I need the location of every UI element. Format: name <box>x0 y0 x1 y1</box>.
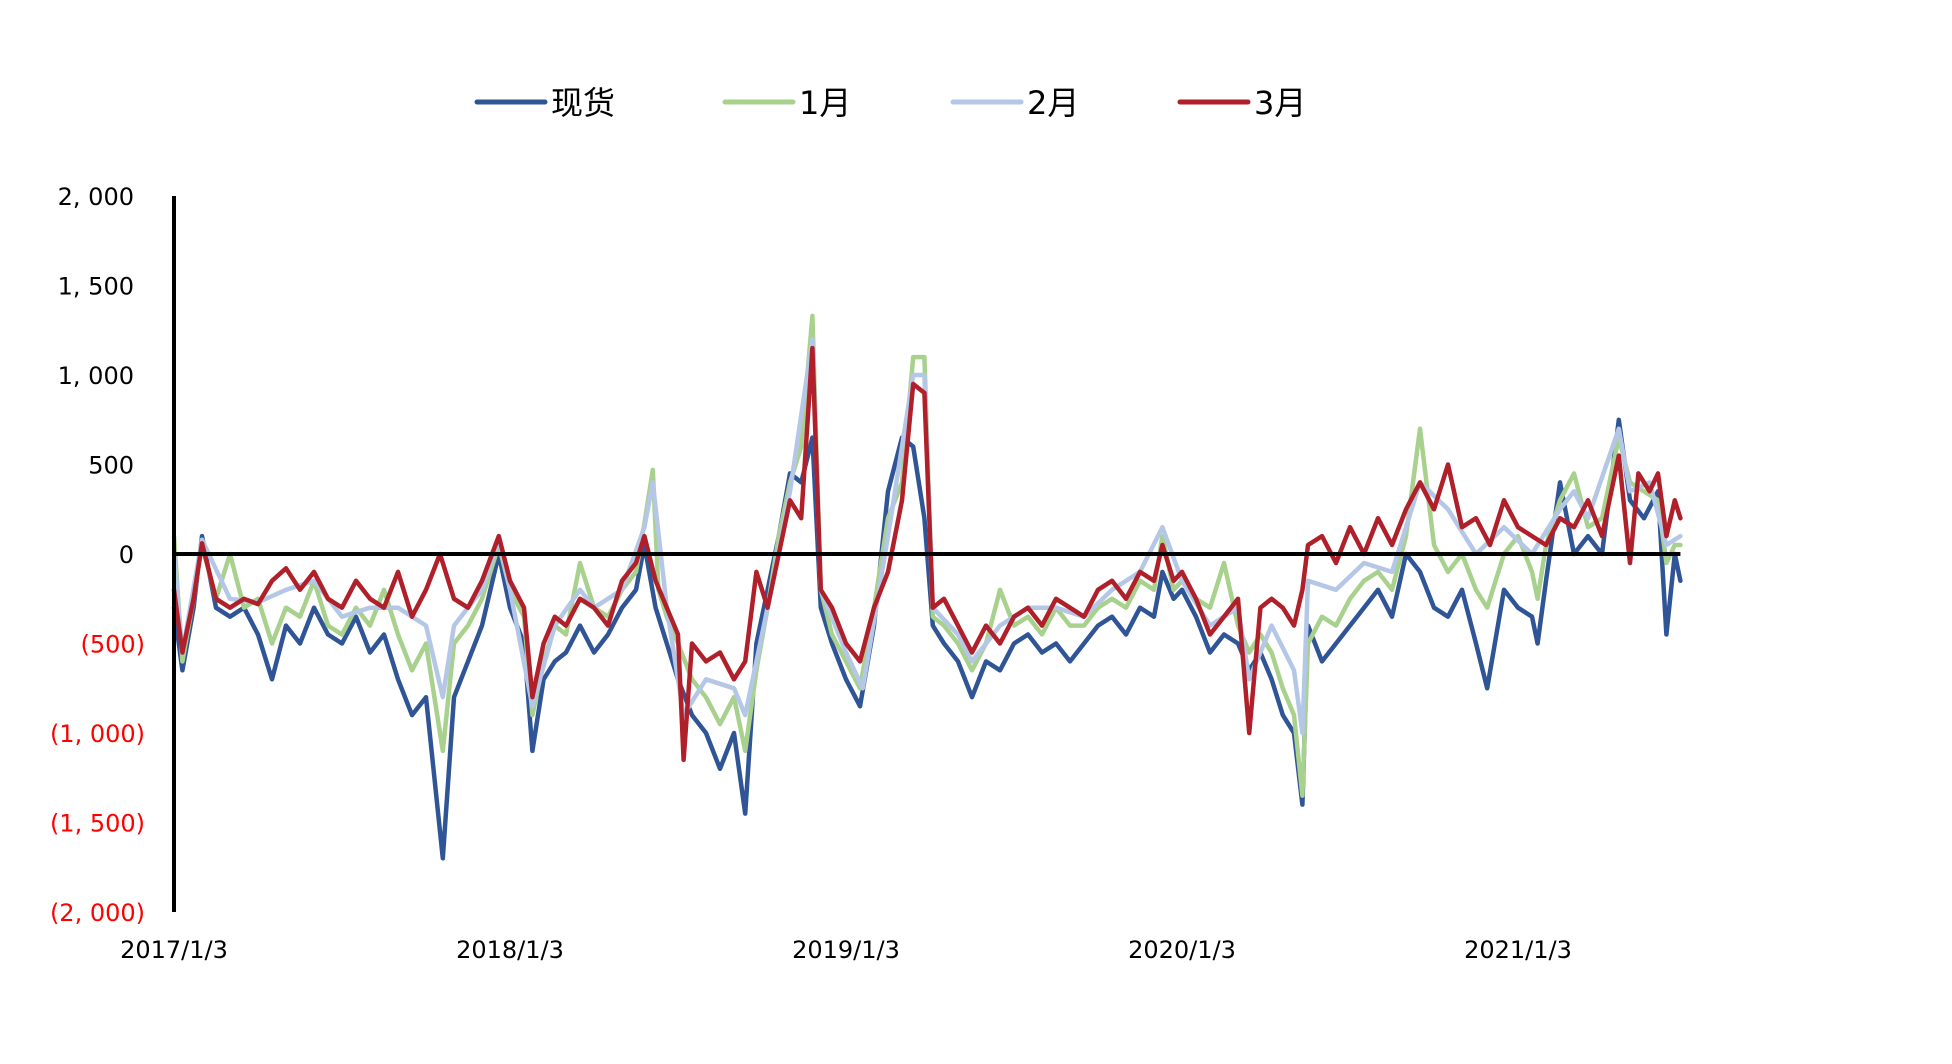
y-tick-label: 1, 500 <box>58 273 134 301</box>
x-tick-label: 2018/1/3 <box>456 936 564 964</box>
legend-label: 3月 <box>1254 84 1306 122</box>
y-tick-label: (2, 000) <box>50 899 145 927</box>
x-tick-label: 2020/1/3 <box>1128 936 1236 964</box>
legend-item: 2月 <box>950 84 1079 122</box>
legend-label: 2月 <box>1027 84 1079 122</box>
series-line-0 <box>171 417 1683 861</box>
x-tick-label: 2021/1/3 <box>1464 936 1572 964</box>
legend-label: 1月 <box>799 84 851 122</box>
legend-label: 现货 <box>551 84 615 122</box>
x-axis-ticks: 2017/1/3 2018/1/3 2019/1/3 2020/1/3 2021/1/3 <box>120 936 1572 964</box>
legend-item: 现货 <box>474 84 615 122</box>
y-tick-label: (1, 000) <box>50 720 145 748</box>
y-tick-label: 500 <box>88 452 134 480</box>
y-tick-label: (1, 500) <box>50 810 145 838</box>
x-tick-label: 2017/1/3 <box>120 936 228 964</box>
legend-item: 3月 <box>1177 84 1306 122</box>
legend-item: 1月 <box>722 84 851 122</box>
series-line-2 <box>171 336 1683 736</box>
x-tick-label: 2019/1/3 <box>792 936 900 964</box>
legend: 现货 1月 2月 3月 <box>474 84 1306 122</box>
y-tick-label: (500) <box>80 631 145 659</box>
y-tick-label: 2, 000 <box>58 183 134 211</box>
y-axis-ticks: 2, 000 1, 500 1, 000 500 0 (500) (1, 000) (1, 5… <box>50 183 145 927</box>
y-tick-label: 1, 000 <box>58 362 134 390</box>
series-layer <box>171 313 1683 861</box>
series-line-1 <box>171 313 1683 798</box>
y-tick-label: 0 <box>119 541 134 569</box>
